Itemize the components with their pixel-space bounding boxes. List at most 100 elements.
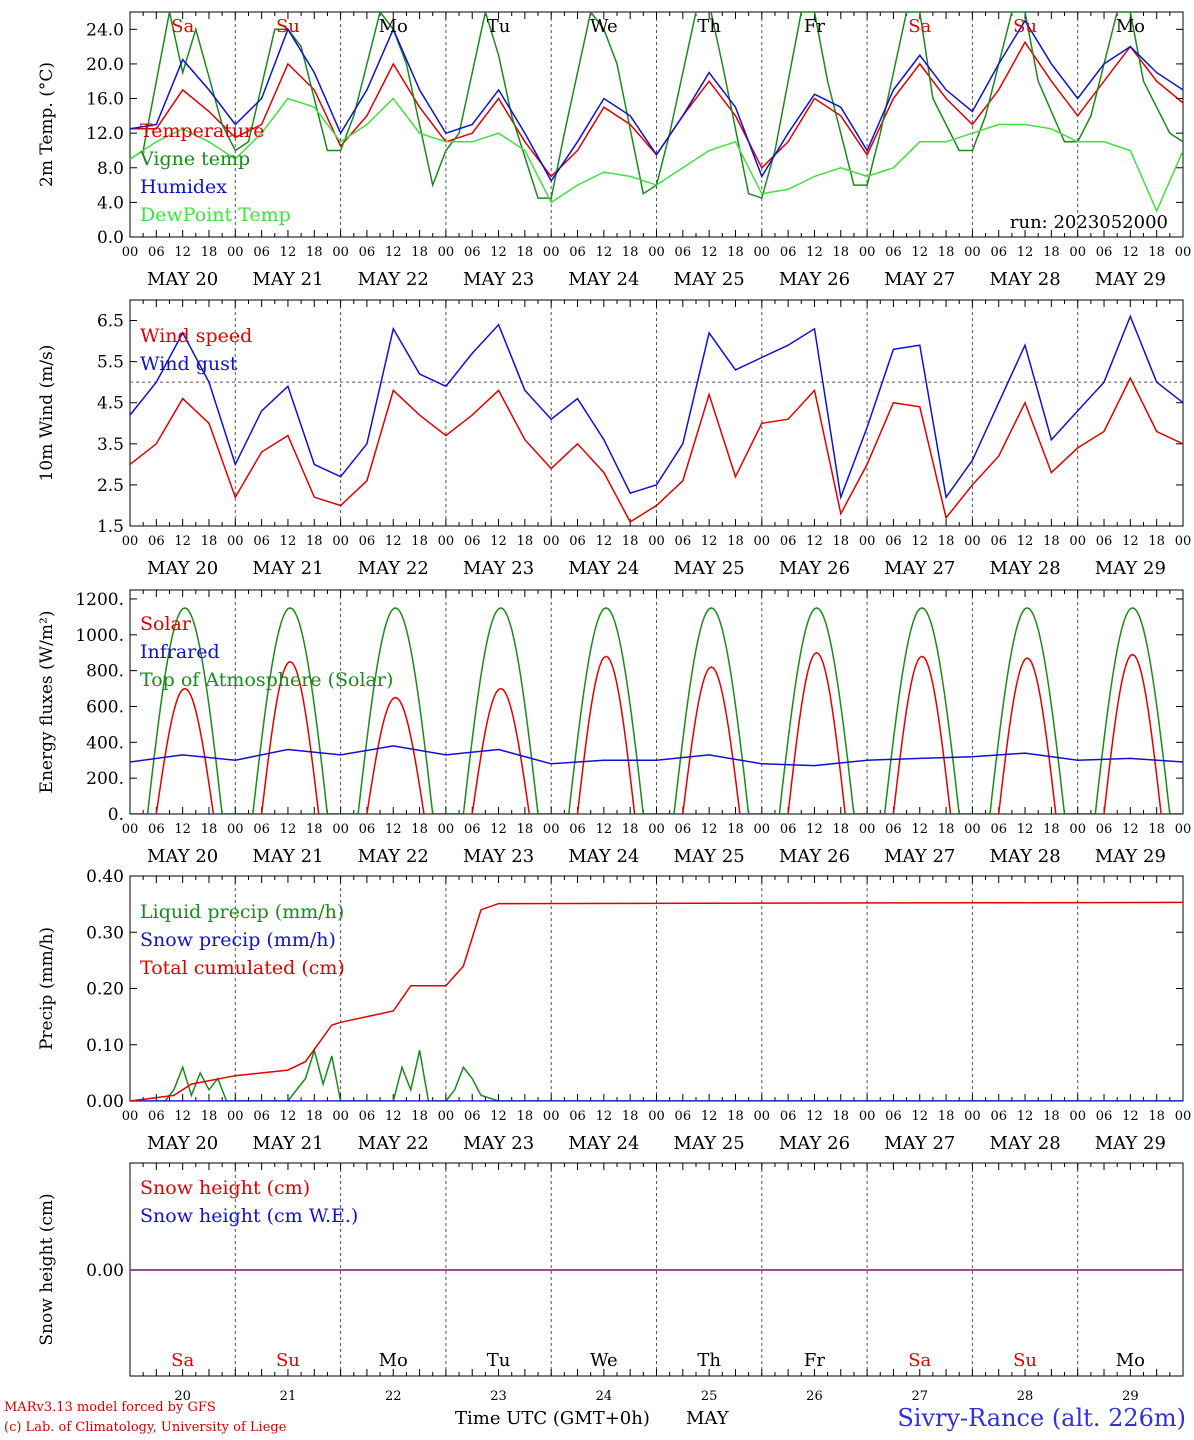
x-hour-label: 18 bbox=[833, 822, 850, 837]
x-hour-label: 18 bbox=[833, 534, 850, 549]
x-hour-label: 06 bbox=[675, 245, 692, 260]
x-hour-label: 00 bbox=[543, 822, 560, 837]
x-date-label: MAY 25 bbox=[674, 846, 745, 867]
weekday-label-bottom: Th bbox=[697, 1350, 721, 1371]
legend-entry: Snow height (cm) bbox=[140, 1177, 310, 1199]
x-hour-label: 12 bbox=[280, 245, 297, 260]
x-hour-label: 00 bbox=[648, 822, 665, 837]
x-hour-label: 00 bbox=[964, 1109, 981, 1124]
series-liquid-precip-mm-h- bbox=[130, 1047, 1183, 1101]
x-date-label: MAY 29 bbox=[1095, 269, 1166, 290]
day-number: 24 bbox=[596, 1389, 613, 1404]
x-hour-label: 18 bbox=[306, 245, 323, 260]
x-hour-label: 18 bbox=[833, 245, 850, 260]
x-hour-label: 06 bbox=[569, 1109, 586, 1124]
x-hour-label: 00 bbox=[964, 534, 981, 549]
y-tick-label: 8.0 bbox=[97, 159, 124, 179]
y-axis-label: 2m Temp. (°C) bbox=[37, 62, 57, 187]
x-hour-label: 00 bbox=[1069, 1109, 1086, 1124]
x-hour-label: 00 bbox=[438, 245, 455, 260]
weekday-label-top: Su bbox=[1013, 16, 1037, 37]
x-date-label: MAY 26 bbox=[779, 269, 850, 290]
x-hour-label: 18 bbox=[1148, 245, 1165, 260]
y-tick-label: 0.20 bbox=[86, 980, 124, 1000]
x-hour-label: 06 bbox=[464, 822, 481, 837]
x-hour-label: 00 bbox=[1175, 822, 1192, 837]
x-hour-label: 06 bbox=[885, 534, 902, 549]
y-tick-label: 1200. bbox=[75, 590, 124, 610]
x-hour-label: 18 bbox=[938, 1109, 955, 1124]
x-date-label: MAY 28 bbox=[989, 846, 1060, 867]
x-hour-label: 12 bbox=[385, 534, 402, 549]
y-tick-label: 0.30 bbox=[86, 923, 124, 943]
x-hour-label: 12 bbox=[911, 1109, 928, 1124]
x-hour-label: 06 bbox=[569, 245, 586, 260]
x-date-label: MAY 20 bbox=[147, 269, 218, 290]
x-hour-label: 12 bbox=[1017, 1109, 1034, 1124]
x-hour-label: 00 bbox=[227, 534, 244, 549]
x-hour-label: 18 bbox=[622, 1109, 639, 1124]
weekday-label-top: Fr bbox=[804, 16, 825, 37]
weekday-label-bottom: Fr bbox=[804, 1350, 825, 1371]
x-date-label: MAY 20 bbox=[147, 846, 218, 867]
x-hour-label: 12 bbox=[1122, 822, 1139, 837]
x-hour-label: 00 bbox=[859, 534, 876, 549]
x-hour-label: 18 bbox=[201, 245, 218, 260]
x-hour-label: 00 bbox=[332, 822, 349, 837]
station-name: Sivry-Rance (alt. 226m) bbox=[897, 1404, 1186, 1432]
x-hour-label: 18 bbox=[411, 1109, 428, 1124]
x-hour-label: 06 bbox=[253, 1109, 270, 1124]
x-hour-label: 18 bbox=[727, 245, 744, 260]
day-number: 21 bbox=[280, 1389, 297, 1404]
x-hour-label: 00 bbox=[754, 534, 771, 549]
x-hour-label: 12 bbox=[280, 1109, 297, 1124]
x-hour-label: 18 bbox=[938, 822, 955, 837]
x-date-label: MAY 25 bbox=[674, 269, 745, 290]
day-number: 22 bbox=[385, 1389, 402, 1404]
x-hour-label: 00 bbox=[122, 245, 139, 260]
y-tick-label: 2.5 bbox=[97, 476, 124, 496]
x-date-label: MAY 22 bbox=[358, 1133, 429, 1154]
day-number: 20 bbox=[174, 1389, 191, 1404]
y-tick-label: 4.5 bbox=[97, 394, 124, 414]
x-hour-label: 12 bbox=[806, 245, 823, 260]
x-hour-label: 06 bbox=[675, 822, 692, 837]
legend-entry: Wind speed bbox=[140, 325, 252, 347]
x-date-label: MAY 22 bbox=[358, 269, 429, 290]
x-date-label: MAY 26 bbox=[779, 846, 850, 867]
x-hour-label: 00 bbox=[1175, 245, 1192, 260]
x-hour-label: 18 bbox=[1043, 534, 1060, 549]
x-hour-label: 06 bbox=[148, 822, 165, 837]
x-hour-label: 00 bbox=[859, 245, 876, 260]
x-hour-label: 00 bbox=[648, 245, 665, 260]
x-hour-label: 06 bbox=[990, 1109, 1007, 1124]
x-hour-label: 12 bbox=[701, 1109, 718, 1124]
x-hour-label: 00 bbox=[122, 822, 139, 837]
legend-entry: Wind gust bbox=[140, 353, 238, 375]
x-hour-label: 12 bbox=[490, 534, 507, 549]
series-solar bbox=[130, 651, 1183, 814]
x-hour-label: 18 bbox=[411, 534, 428, 549]
x-hour-label: 00 bbox=[438, 1109, 455, 1124]
weekday-label-bottom: We bbox=[590, 1350, 618, 1371]
legend-entry: Total cumulated (cm) bbox=[140, 957, 345, 979]
x-hour-label: 06 bbox=[359, 822, 376, 837]
x-hour-label: 06 bbox=[253, 534, 270, 549]
x-date-label: MAY 21 bbox=[252, 846, 323, 867]
y-tick-label: 6.5 bbox=[97, 312, 124, 332]
x-axis-title: Time UTC (GMT+0h) bbox=[455, 1408, 650, 1429]
x-hour-label: 00 bbox=[754, 245, 771, 260]
weekday-label-bottom: Sa bbox=[908, 1350, 931, 1371]
x-hour-label: 12 bbox=[701, 534, 718, 549]
x-hour-label: 00 bbox=[543, 1109, 560, 1124]
y-axis-label: Snow height (cm) bbox=[37, 1193, 57, 1345]
x-hour-label: 00 bbox=[754, 822, 771, 837]
series-humidex bbox=[130, 19, 1183, 183]
x-hour-label: 12 bbox=[596, 822, 613, 837]
x-hour-label: 06 bbox=[780, 245, 797, 260]
x-hour-label: 00 bbox=[332, 534, 349, 549]
x-hour-label: 18 bbox=[833, 1109, 850, 1124]
x-hour-label: 00 bbox=[438, 822, 455, 837]
x-hour-label: 00 bbox=[964, 822, 981, 837]
weekday-label-top: Su bbox=[276, 16, 300, 37]
